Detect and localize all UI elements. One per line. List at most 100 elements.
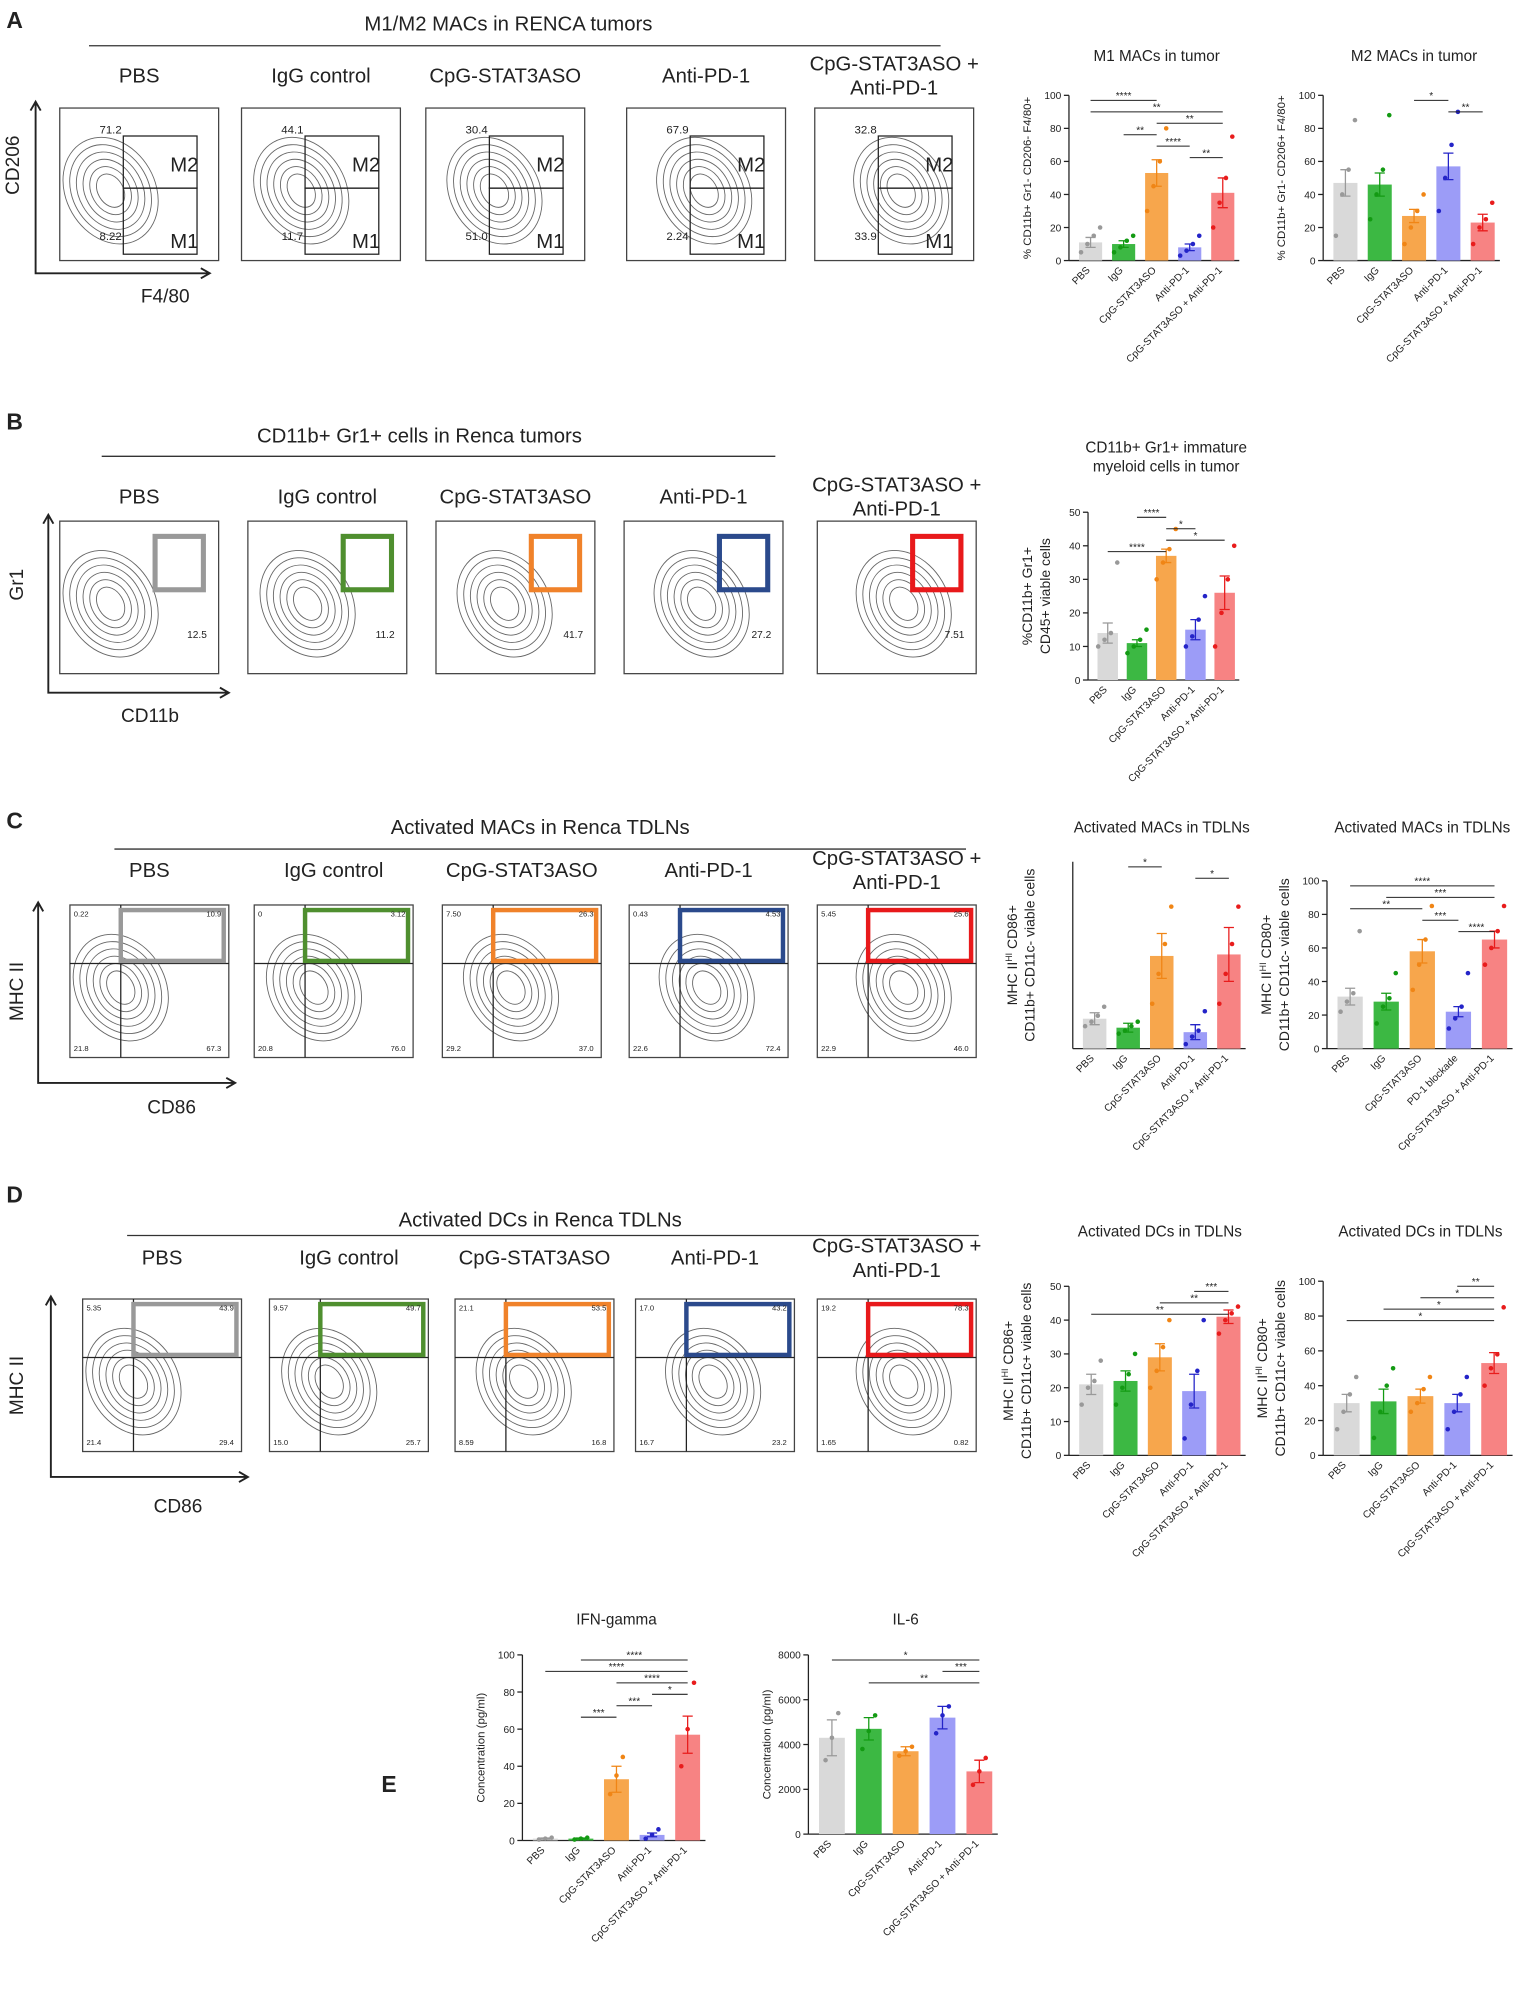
gate [677, 907, 786, 964]
data-point [1380, 1004, 1386, 1009]
plot-frame [816, 520, 977, 675]
data-point [1085, 241, 1090, 247]
data-point [656, 1827, 661, 1832]
bar [1126, 643, 1148, 681]
significance-label: *** [1434, 888, 1446, 899]
axis-title: CD11b [121, 706, 179, 727]
significance-label: **** [1469, 922, 1485, 933]
bar [1402, 215, 1427, 261]
contour [469, 941, 553, 1035]
contour [462, 933, 560, 1042]
gate-value: 49.7 [406, 1303, 421, 1312]
y-axis-title: Concentration (pg/ml) [761, 1689, 773, 1799]
group-label: PBS [119, 486, 160, 508]
plot-frame [816, 904, 977, 1059]
significance-label: * [1429, 91, 1433, 102]
data-point [1196, 617, 1201, 622]
plot-frame [69, 904, 230, 1059]
gate-value: 0.43 [633, 909, 648, 918]
x-tick-label: PBS [812, 1838, 834, 1860]
contour [446, 136, 543, 245]
group-label: CpG-STAT3ASO + [812, 474, 981, 496]
data-point [1223, 175, 1229, 181]
group-label: CpG-STAT3ASO [459, 1248, 611, 1270]
gate-value: 37.0 [579, 1044, 594, 1053]
plot-frame [626, 107, 787, 262]
significance-label: ** [1462, 103, 1470, 114]
y-axis-title-part: HI [1254, 1366, 1264, 1375]
gate-value: 33.9 [854, 231, 876, 243]
gate-value: 78.3 [954, 1303, 969, 1312]
gate-value: 22.6 [633, 1044, 648, 1053]
data-point [1344, 999, 1350, 1004]
contour [496, 970, 526, 1005]
data-point [1338, 1009, 1343, 1014]
contour [889, 586, 919, 621]
gate-value: 16.8 [591, 1438, 606, 1447]
x-tick-label: IgG [1369, 1053, 1388, 1072]
data-point [1154, 1368, 1159, 1374]
contour [69, 557, 152, 651]
data-point [1091, 233, 1097, 239]
significance-label: ** [1156, 1305, 1164, 1316]
chart-title: Activated MACs in TDLNs [1334, 820, 1510, 837]
data-point [1495, 1352, 1500, 1357]
y-tick-label: 60 [1304, 157, 1316, 168]
gate-value: 51.0 [466, 231, 488, 243]
data-point [1442, 175, 1448, 181]
contour [509, 1364, 539, 1399]
x-tick-label: PBS [1071, 265, 1093, 287]
group-label: Anti-PD-1 [850, 78, 938, 100]
data-point [1156, 971, 1161, 977]
significance-label: ** [1190, 1294, 1198, 1305]
bar [892, 1751, 919, 1835]
significance-label: * [1143, 858, 1147, 869]
gate-value: 3.12 [391, 909, 406, 918]
data-point [1378, 1409, 1383, 1415]
bar [1216, 1316, 1241, 1456]
data-point [1195, 1368, 1200, 1374]
data-point [1445, 1426, 1451, 1432]
gate-value: 8.59 [459, 1438, 474, 1447]
axis-title: Gr1 [7, 569, 28, 601]
significance-label: * [1418, 1311, 1422, 1322]
panel-letter: E [381, 1771, 396, 1797]
data-point [1219, 610, 1224, 616]
data-point [607, 1791, 613, 1797]
significance-label: ** [1202, 148, 1210, 159]
data-point [1483, 216, 1489, 222]
contour [112, 1357, 155, 1407]
data-point [1162, 941, 1168, 947]
y-tick-label: 80 [1050, 124, 1062, 135]
data-point [872, 1713, 878, 1718]
data-point [1380, 167, 1386, 172]
error-bar [611, 1765, 622, 1793]
data-point [1129, 1023, 1134, 1029]
contour [279, 166, 323, 216]
data-point [1465, 970, 1471, 976]
data-point [1414, 208, 1420, 214]
chart-title: Activated DCs in TDLNs [1078, 1224, 1243, 1241]
significance-label: *** [1434, 911, 1446, 922]
data-point [1196, 1028, 1201, 1033]
contour [882, 579, 926, 629]
gate-value: 27.2 [751, 630, 771, 641]
gate-value: 1.65 [821, 1438, 836, 1447]
bar [1407, 1396, 1434, 1456]
data-point [1334, 1426, 1340, 1432]
significance-label: * [1455, 1288, 1459, 1299]
plot-frame [59, 107, 220, 262]
axis-arrows [42, 512, 231, 699]
data-point [1374, 192, 1379, 197]
gate [488, 187, 564, 255]
data-point [1089, 1019, 1094, 1024]
y-tick-label: 20 [1050, 1384, 1062, 1395]
contour [662, 144, 746, 238]
gate-value: 67.9 [666, 124, 688, 136]
data-point [1160, 560, 1166, 565]
group-label: CpG-STAT3ASO + [810, 54, 979, 76]
contour [286, 173, 316, 208]
y-tick-label: 6000 [778, 1696, 801, 1707]
gate-value: 22.9 [821, 1044, 836, 1053]
